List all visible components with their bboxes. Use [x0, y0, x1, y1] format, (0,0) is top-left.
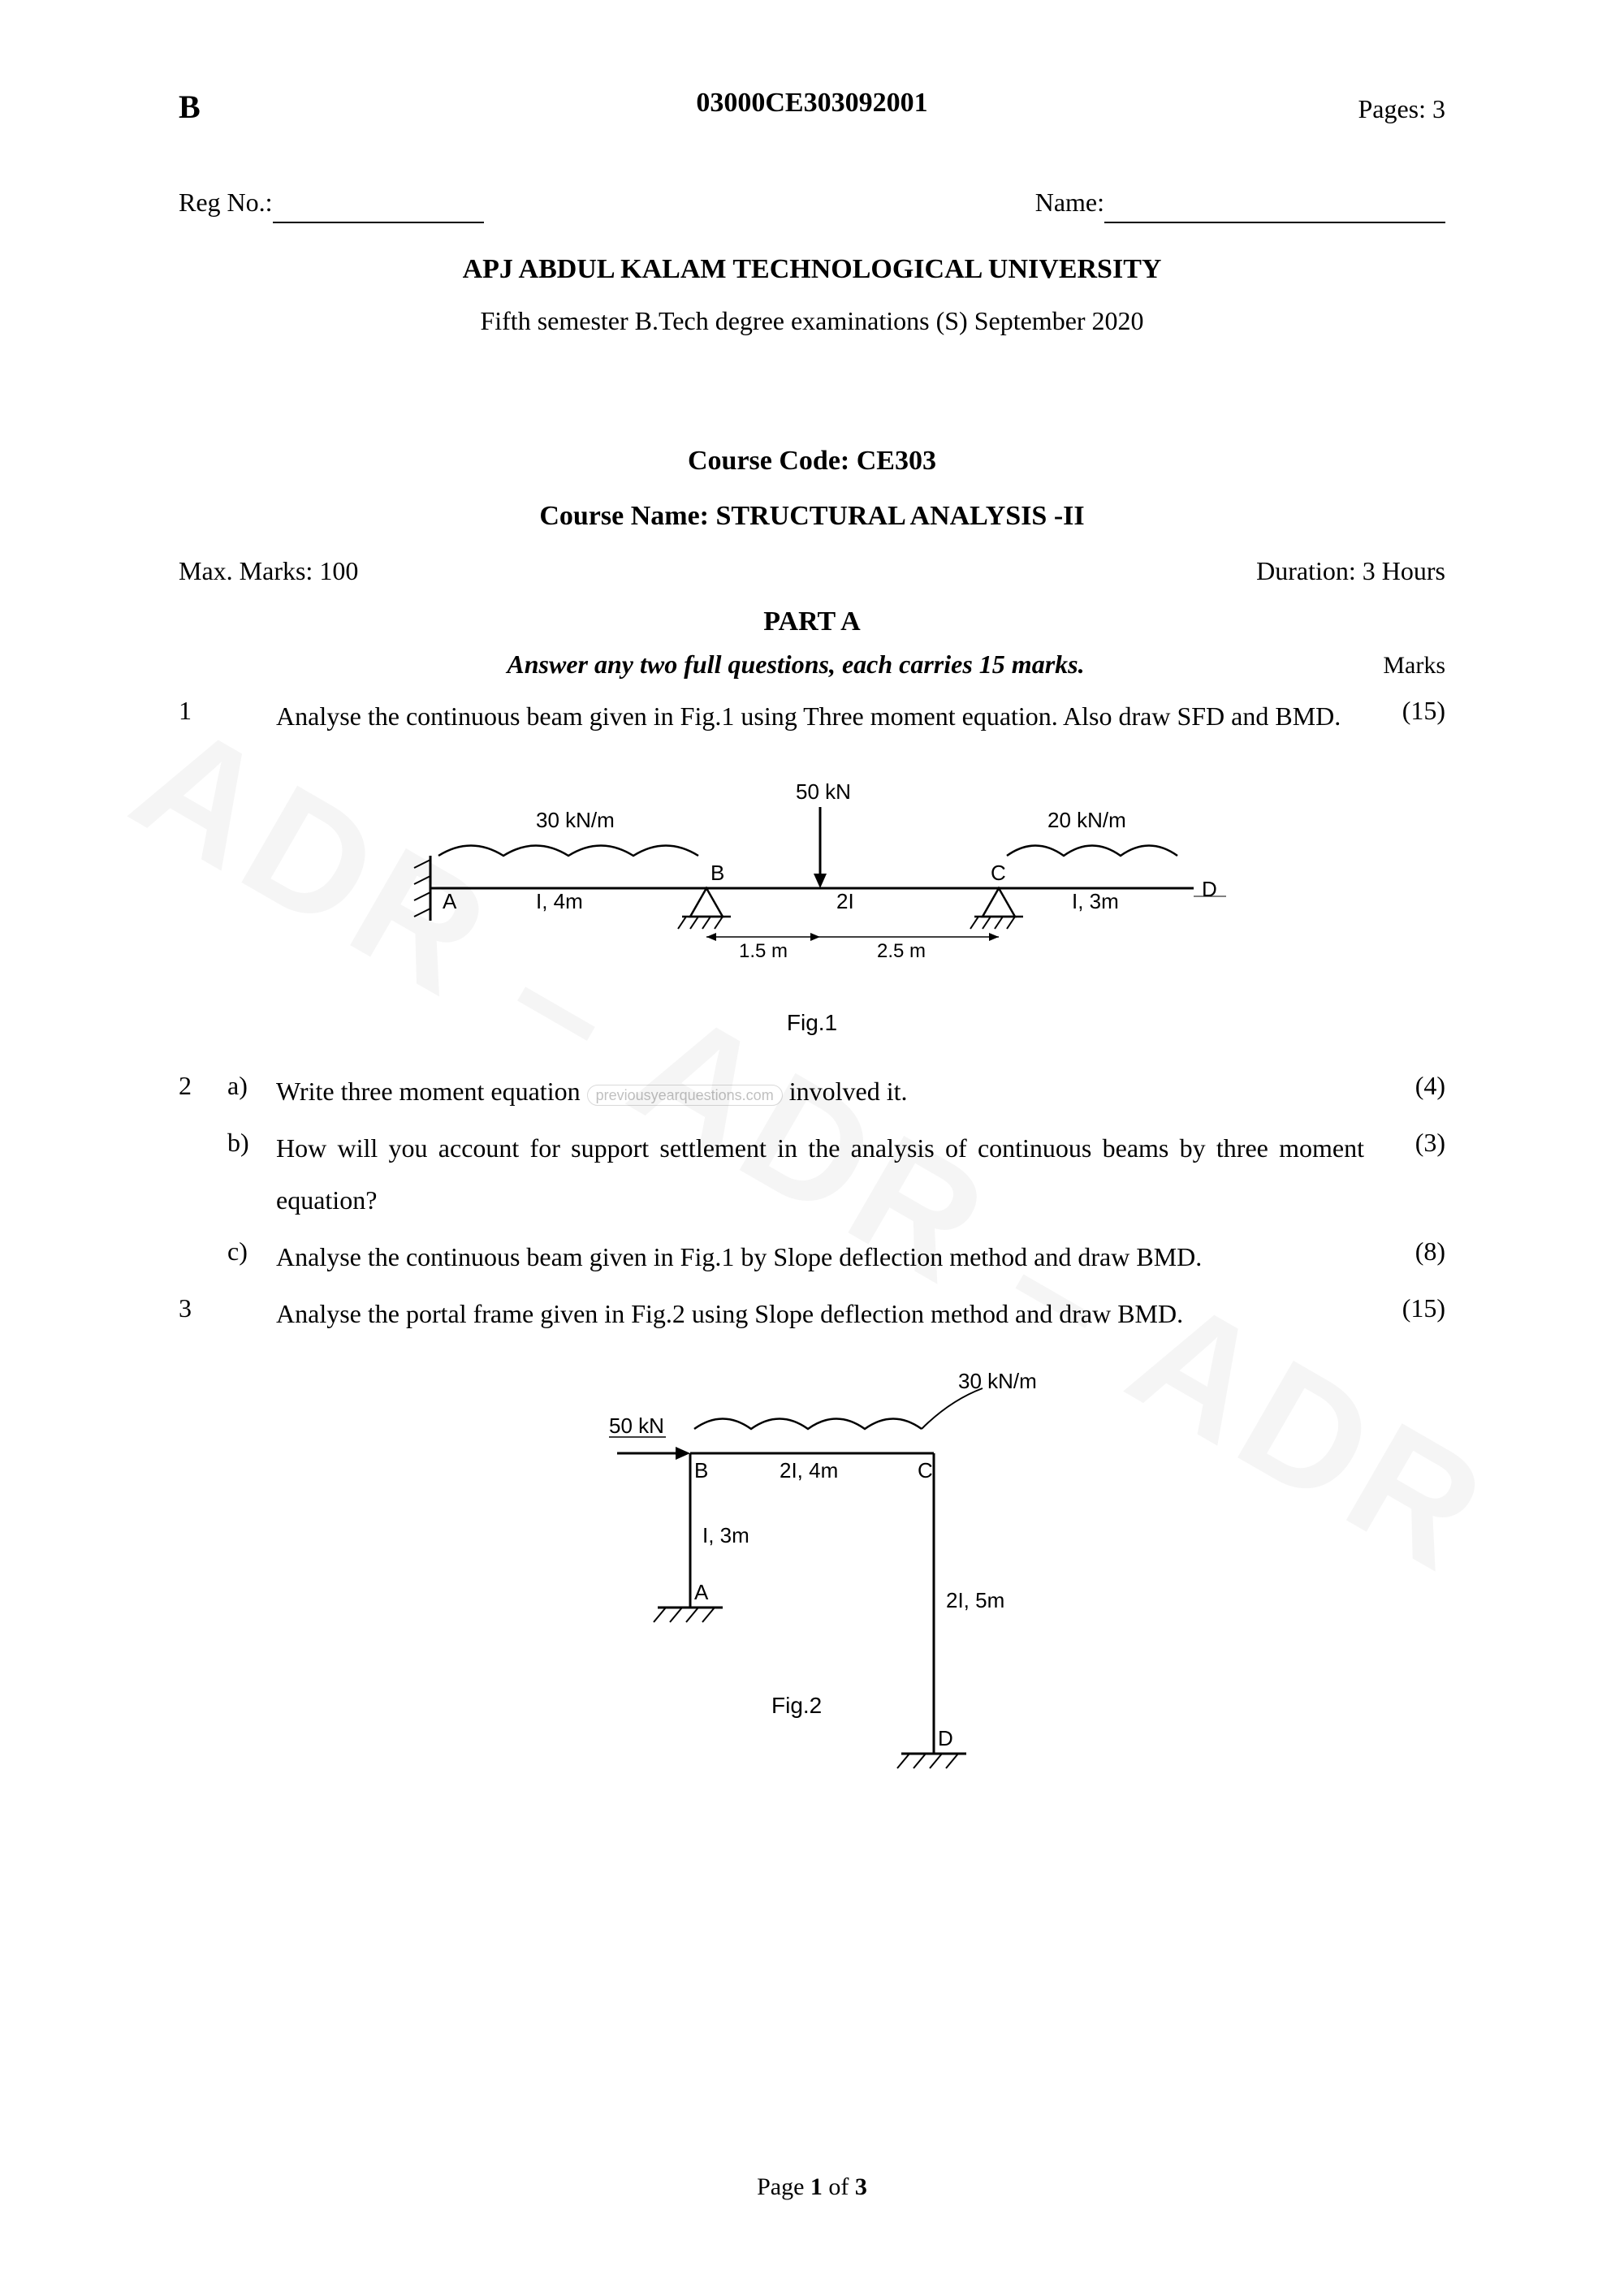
question-marks: (3)	[1364, 1122, 1445, 1163]
course-name: Course Name: STRUCTURAL ANALYSIS -II	[179, 494, 1445, 538]
marks-duration-row: Max. Marks: 100 Duration: 3 Hours	[179, 550, 1445, 592]
fig1-dim2: 2.5 m	[877, 940, 926, 962]
footer-total: 3	[855, 2173, 867, 2200]
max-marks: Max. Marks: 100	[179, 550, 358, 592]
figure-2: 30 kN/m 50 kN B C 2I, 4m I, 3m 2I, 5m A	[179, 1356, 1445, 1823]
fig2-beam: 2I, 4m	[780, 1458, 838, 1482]
question-text: Analyse the continuous beam given in Fig…	[276, 690, 1364, 742]
footer-mid: of	[823, 2173, 855, 2200]
figure-1-svg: A 30 kN/m B I, 4m 50 kN C 2I	[365, 758, 1259, 986]
instruction-row: Answer any two full questions, each carr…	[179, 644, 1445, 685]
university-name: APJ ABDUL KALAM TECHNOLOGICAL UNIVERSITY	[179, 248, 1445, 291]
name-label-text: Name:	[1035, 188, 1104, 217]
question-row: b) How will you account for support sett…	[179, 1122, 1445, 1226]
exam-line: Fifth semester B.Tech degree examination…	[179, 300, 1445, 342]
footer-prefix: Page	[757, 2173, 810, 2200]
q2a-text-after: involved it.	[783, 1077, 908, 1106]
header-row: B 03000CE303092001 Pages: 3	[179, 81, 1445, 133]
question-row: 1 Analyse the continuous beam given in F…	[179, 690, 1445, 742]
question-row: 3 Analyse the portal frame given in Fig.…	[179, 1288, 1445, 1340]
fig2-node-b: B	[694, 1458, 708, 1482]
page-footer: Page 1 of 3	[0, 2168, 1624, 2207]
question-number: 1	[179, 690, 227, 732]
fig1-node-d: D	[1202, 877, 1217, 901]
part-a-heading: PART A	[179, 600, 1445, 644]
fig1-dim1: 1.5 m	[739, 940, 788, 962]
figure-1: A 30 kN/m B I, 4m 50 kN C 2I	[179, 758, 1445, 1041]
fig1-point-load: 50 kN	[796, 779, 851, 804]
name-label: Name:	[1035, 182, 1445, 223]
fig2-col-right: 2I, 5m	[946, 1588, 1004, 1612]
fig1-node-b: B	[710, 861, 724, 885]
fig2-udl: 30 kN/m	[958, 1369, 1037, 1393]
fig2-point-load: 50 kN	[609, 1413, 664, 1438]
question-subpart: c)	[227, 1231, 276, 1272]
question-marks: (15)	[1364, 1288, 1445, 1329]
question-marks: (15)	[1364, 690, 1445, 732]
fig1-node-a: A	[443, 889, 457, 913]
q2a-text-before: Write three moment equation	[276, 1077, 587, 1106]
question-text: Analyse the portal frame given in Fig.2 …	[276, 1288, 1364, 1340]
fig1-span1: I, 4m	[536, 889, 583, 913]
question-marks: (8)	[1364, 1231, 1445, 1272]
course-code: Course Code: CE303	[179, 439, 1445, 483]
fig2-node-c: C	[918, 1458, 933, 1482]
fig2-node-d: D	[938, 1726, 953, 1750]
question-row: 2 a) Write three moment equation previou…	[179, 1065, 1445, 1117]
question-text: Analyse the continuous beam given in Fig…	[276, 1231, 1364, 1283]
figure-1-caption: Fig.1	[179, 1005, 1445, 1042]
question-number: 2	[179, 1065, 227, 1107]
section-letter: B	[179, 81, 201, 133]
fig2-caption-inline: Fig.2	[771, 1693, 822, 1718]
duration: Duration: 3 Hours	[1256, 550, 1445, 592]
question-text: How will you account for support settlem…	[276, 1122, 1364, 1226]
fig1-node-c: C	[991, 861, 1006, 885]
question-text: Write three moment equation previousyear…	[276, 1065, 1364, 1117]
inline-watermark: previousyearquestions.com	[587, 1085, 783, 1106]
instruction-text: Answer any two full questions, each carr…	[227, 644, 1364, 685]
marks-column-header: Marks	[1364, 646, 1445, 685]
pages-label: Pages: 3	[1358, 88, 1445, 130]
fig1-span3: I, 3m	[1072, 889, 1119, 913]
question-row: c) Analyse the continuous beam given in …	[179, 1231, 1445, 1283]
fig2-col-left: I, 3m	[702, 1523, 749, 1547]
question-subpart: a)	[227, 1065, 276, 1107]
document-number: 03000CE303092001	[696, 81, 927, 125]
fig1-udl1: 30 kN/m	[536, 808, 615, 832]
figure-2-svg: 30 kN/m 50 kN B C 2I, 4m I, 3m 2I, 5m A	[528, 1356, 1096, 1810]
name-underline	[1104, 197, 1445, 223]
question-subpart: b)	[227, 1122, 276, 1163]
reg-no-label: Reg No.:	[179, 182, 484, 223]
reg-name-row: Reg No.: Name:	[179, 182, 1445, 223]
footer-current: 1	[810, 2173, 823, 2200]
question-marks: (4)	[1364, 1065, 1445, 1107]
fig2-node-a: A	[694, 1580, 709, 1604]
reg-label-text: Reg No.:	[179, 188, 273, 217]
fig1-udl2: 20 kN/m	[1047, 808, 1126, 832]
question-number: 3	[179, 1288, 227, 1329]
fig1-span2: 2I	[836, 889, 854, 913]
reg-underline	[273, 197, 484, 223]
